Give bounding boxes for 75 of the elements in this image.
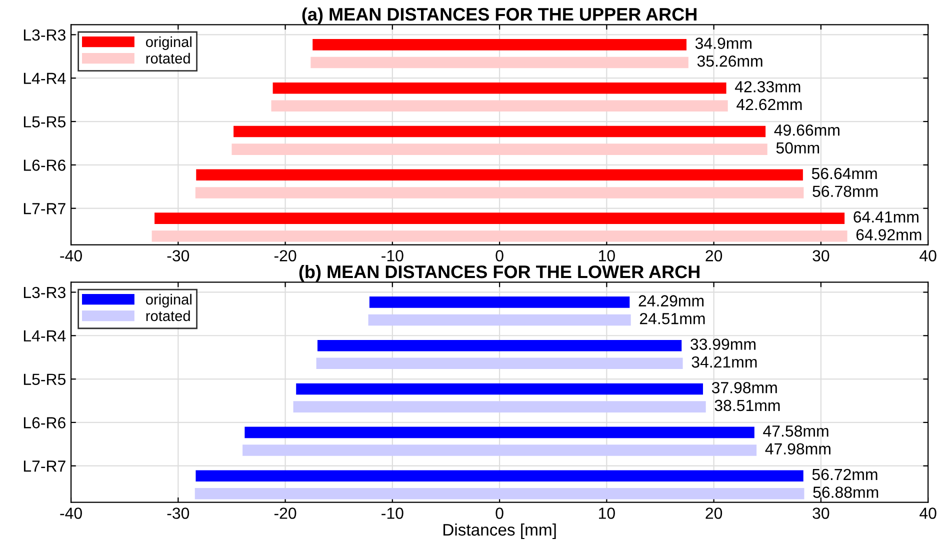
bar xyxy=(242,444,757,456)
x-tick-label: -20 xyxy=(274,250,296,262)
x-tick-label: -40 xyxy=(60,250,82,262)
bar xyxy=(154,212,845,224)
x-tick-label: 40 xyxy=(920,250,936,262)
data-label: 64.41mm xyxy=(854,211,918,223)
data-label: 56.72mm xyxy=(812,468,878,480)
data-label: 50mm xyxy=(776,142,820,154)
y-tick-label: L7-R7 xyxy=(24,203,66,214)
x-axis-title: Distances [mm] xyxy=(443,523,556,540)
x-tick-label: 20 xyxy=(706,508,722,519)
y-tick-label: L6-R6 xyxy=(24,417,66,428)
x-tick-label: 0 xyxy=(496,508,504,519)
legend-label: original xyxy=(146,36,192,50)
legend-label: rotated xyxy=(146,52,190,64)
data-label: 38.51mm xyxy=(714,400,780,412)
bar xyxy=(196,169,803,181)
bar xyxy=(293,401,706,412)
data-label: 33.99mm xyxy=(690,338,756,350)
y-tick-label: L3-R3 xyxy=(24,29,66,41)
data-label: 47.98mm xyxy=(765,443,830,455)
data-label: 24.51mm xyxy=(640,312,705,324)
x-tick-label: 20 xyxy=(706,250,722,262)
bar xyxy=(369,296,630,308)
bar xyxy=(194,488,804,500)
bar xyxy=(368,314,631,326)
bar xyxy=(310,56,688,68)
y-tick-label: L4-R4 xyxy=(24,330,66,342)
bar xyxy=(272,82,726,94)
data-label: 24.29mm xyxy=(638,295,704,306)
x-tick-label: -10 xyxy=(382,508,404,519)
bar xyxy=(195,187,804,198)
bar xyxy=(296,383,703,395)
y-tick-label: L5-R5 xyxy=(24,374,66,385)
data-label: 42.33mm xyxy=(734,81,800,92)
x-tick-label: 30 xyxy=(812,508,830,519)
data-label: 56.88mm xyxy=(813,486,878,498)
data-label: 64.92mm xyxy=(856,229,922,240)
x-tick-label: 40 xyxy=(920,508,936,519)
bar xyxy=(312,39,686,50)
bar xyxy=(232,144,768,155)
bar xyxy=(196,470,804,482)
y-tick-label: L3-R3 xyxy=(24,286,66,298)
bar xyxy=(244,426,754,438)
data-label: 37.98mm xyxy=(712,382,777,394)
bar xyxy=(152,230,848,242)
chart-title: (a) MEAN DISTANCES FOR THE UPPER ARCH xyxy=(302,7,696,24)
data-label: 35.26mm xyxy=(697,55,762,67)
data-label: 56.78mm xyxy=(812,186,878,197)
x-tick-label: -30 xyxy=(167,250,190,262)
data-label: 42.62mm xyxy=(736,98,802,110)
data-label: 49.66mm xyxy=(774,124,840,136)
y-tick-label: L4-R4 xyxy=(24,72,66,84)
data-label: 47.58mm xyxy=(763,425,828,437)
x-tick-label: 30 xyxy=(812,250,830,262)
x-tick-label: -10 xyxy=(382,250,404,262)
x-tick-label: -30 xyxy=(167,508,190,519)
data-label: 56.64mm xyxy=(812,168,877,180)
y-tick-label: L6-R6 xyxy=(24,160,66,171)
bar xyxy=(234,126,766,138)
legend-label: original xyxy=(146,294,192,308)
x-tick-label: 10 xyxy=(599,508,615,519)
bar xyxy=(317,340,682,352)
x-tick-label: 10 xyxy=(599,250,615,262)
data-label: 34.21mm xyxy=(692,356,757,368)
legend-label: rotated xyxy=(146,310,190,322)
bar xyxy=(316,358,683,370)
bar xyxy=(271,100,728,112)
x-tick-label: 0 xyxy=(496,250,504,262)
y-tick-label: L7-R7 xyxy=(24,460,66,472)
y-tick-label: L5-R5 xyxy=(24,116,66,128)
x-tick-label: -20 xyxy=(274,508,296,519)
x-tick-label: -40 xyxy=(60,508,82,519)
data-label: 34.9mm xyxy=(695,38,752,49)
chart-title: (b) MEAN DISTANCES FOR THE LOWER ARCH xyxy=(299,264,700,282)
